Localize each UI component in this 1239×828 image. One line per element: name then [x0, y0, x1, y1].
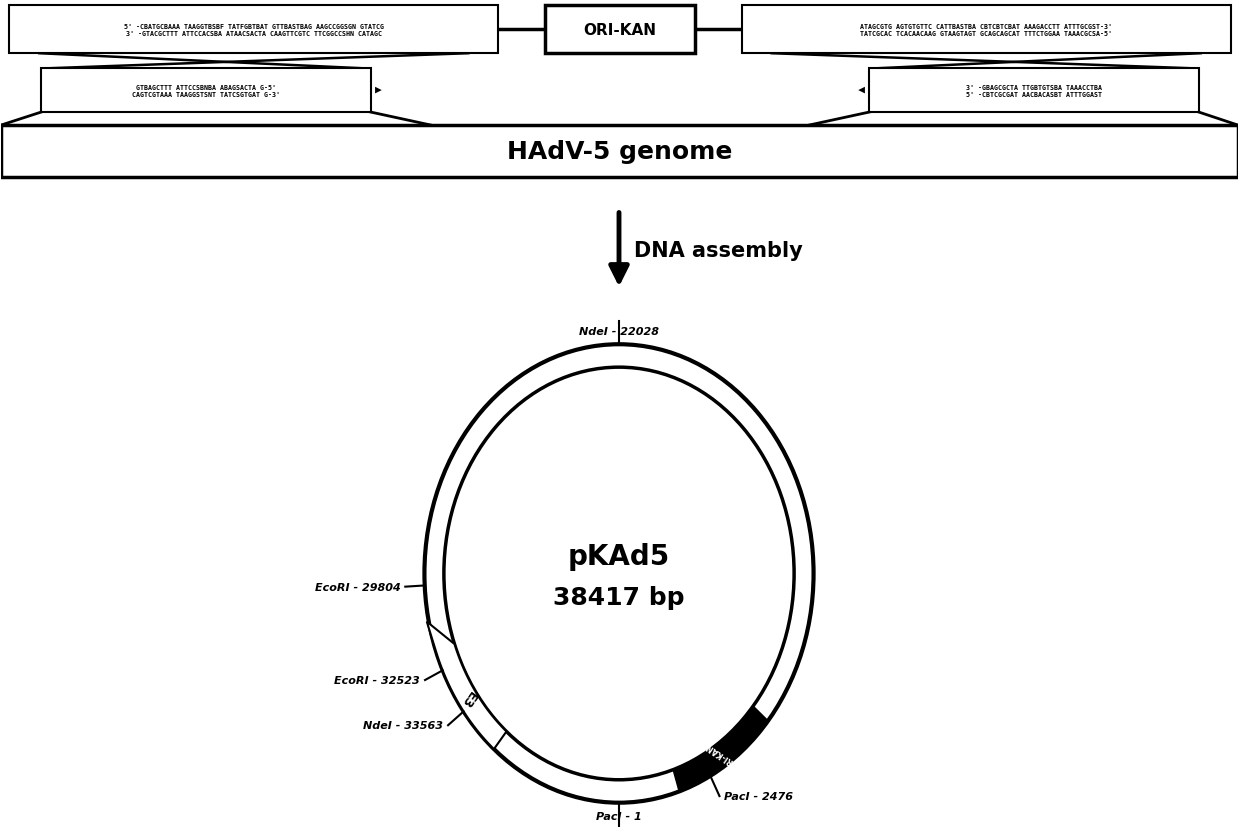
Polygon shape [426, 622, 507, 749]
Text: PacI - 1: PacI - 1 [596, 811, 642, 821]
Text: GTBAGCTTT ATTCCSBNBA ABAGSACTA G-5'
CAGTCGTAAA TAAGGSTSNT TATCSGTGAT G-3': GTBAGCTTT ATTCCSBNBA ABAGSACTA G-5' CAGT… [131, 84, 280, 98]
Text: 38417 bp: 38417 bp [554, 585, 685, 609]
Text: NdeI - 22028: NdeI - 22028 [579, 327, 659, 337]
Bar [742, 7, 1230, 54]
Bar [545, 7, 695, 54]
Text: DNA assembly: DNA assembly [634, 240, 803, 260]
Bar [870, 69, 1198, 113]
Text: E3: E3 [457, 688, 478, 710]
Bar [41, 69, 370, 113]
Text: EcoRI - 29804: EcoRI - 29804 [315, 582, 400, 592]
Polygon shape [673, 706, 768, 792]
Text: PacI - 2476: PacI - 2476 [725, 791, 793, 802]
Text: 5' -CBATGCBAAA TAAGGTBSBF TATFGBTBAT GTTBASTBAG AAGCCGGSGN GTATCG
3' -GTACGCTTT : 5' -CBATGCBAAA TAAGGTBSBF TATFGBTBAT GTT… [124, 24, 384, 36]
Text: EcoRI - 32523: EcoRI - 32523 [335, 675, 420, 686]
Text: HAdV-5 genome: HAdV-5 genome [507, 140, 732, 164]
Text: pKAd5: pKAd5 [567, 542, 670, 570]
Text: ORI-KAN: ORI-KAN [584, 22, 657, 38]
Bar [1, 126, 1238, 177]
Ellipse shape [444, 368, 794, 780]
Bar [10, 7, 498, 54]
Text: ORI-KAN: ORI-KAN [705, 740, 740, 768]
Text: NdeI - 33563: NdeI - 33563 [363, 720, 444, 730]
Text: ATAGCGTG AGTGTGTTC CATTBASTBA CBTCBTCBAT AAAGACCTT ATTTGCGST-3'
TATCGCAC TCACAAC: ATAGCGTG AGTGTGTTC CATTBASTBA CBTCBTCBAT… [860, 24, 1113, 36]
Text: 3' -GBAGCGCTA TTGBTGTSBA TAAACCTBA
5' -CBTCGCGAT AACBACASBT ATTTGGAST: 3' -GBAGCGCTA TTGBTGTSBA TAAACCTBA 5' -C… [966, 84, 1101, 98]
Ellipse shape [425, 344, 814, 802]
